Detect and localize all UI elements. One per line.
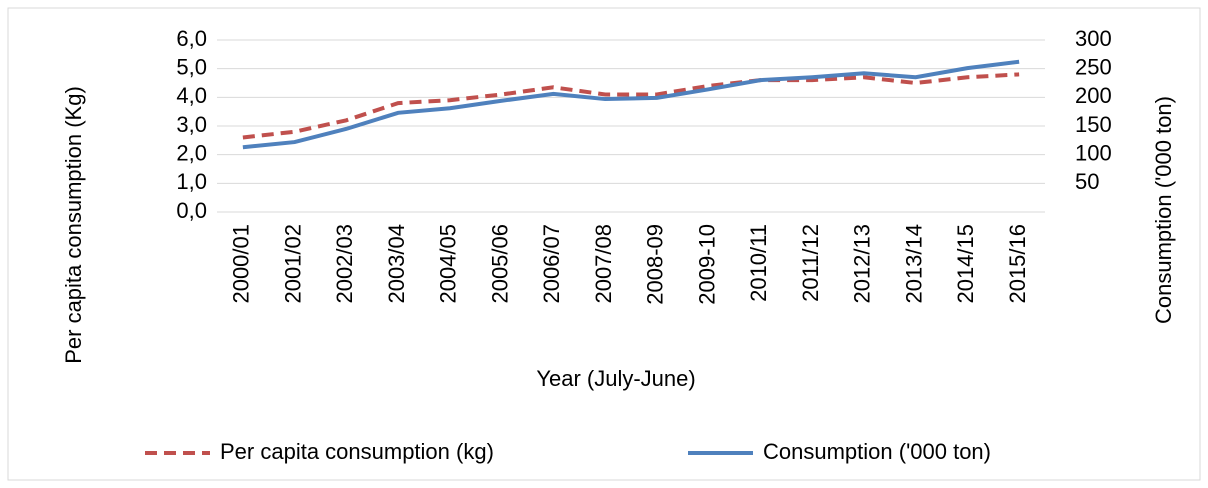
y2-tick-label: 150 (1075, 112, 1112, 137)
x-tick-label: 2011/12 (798, 224, 823, 302)
x-tick-label: 2008-09 (643, 224, 668, 305)
legend-label: Consumption ('000 ton) (763, 439, 991, 464)
y-tick-label: 2,0 (176, 140, 207, 165)
legend-label: Per capita consumption (kg) (220, 439, 494, 464)
x-tick-label: 2003/04 (384, 224, 409, 304)
x-tick-label: 2009-10 (694, 224, 719, 305)
x-tick-label: 2006/07 (539, 224, 564, 304)
y2-tick-label: 200 (1075, 83, 1112, 108)
x-tick-label: 2002/03 (332, 224, 357, 304)
y2-tick-label: 300 (1075, 26, 1112, 51)
chart-frame (7, 7, 1201, 481)
x-axis-title: Year (July-June) (536, 366, 695, 391)
x-tick-label: 2004/05 (436, 224, 461, 304)
data-line (242, 72, 1020, 140)
x-tick-label: 2007/08 (591, 224, 616, 304)
y-tick-label: 5,0 (176, 54, 207, 79)
y-tick-label: 3,0 (176, 112, 207, 137)
y-tick-label: 0,0 (176, 198, 207, 223)
x-tick-label: 2001/02 (280, 224, 305, 304)
x-tick-label: 2010/11 (746, 224, 771, 302)
y-axis-title: Per capita consumption (Kg) (61, 86, 86, 364)
x-tick-label: 2015/16 (1005, 224, 1030, 304)
x-tick-label: 2005/06 (487, 224, 512, 304)
y2-tick-label: 50 (1075, 169, 1099, 194)
x-tick-label: 2013/14 (901, 224, 926, 304)
y2-axis-title: Consumption ('000 ton) (1151, 96, 1176, 324)
y-tick-label: 6,0 (176, 26, 207, 51)
y-tick-label: 4,0 (176, 83, 207, 108)
y2-tick-label: 250 (1075, 54, 1112, 79)
x-tick-label: 2014/15 (953, 224, 978, 304)
y-tick-label: 1,0 (176, 169, 207, 194)
x-tick-label: 2000/01 (229, 224, 254, 304)
y2-tick-label: 100 (1075, 140, 1112, 165)
data-line (242, 59, 1020, 150)
x-tick-label: 2012/13 (850, 224, 875, 304)
